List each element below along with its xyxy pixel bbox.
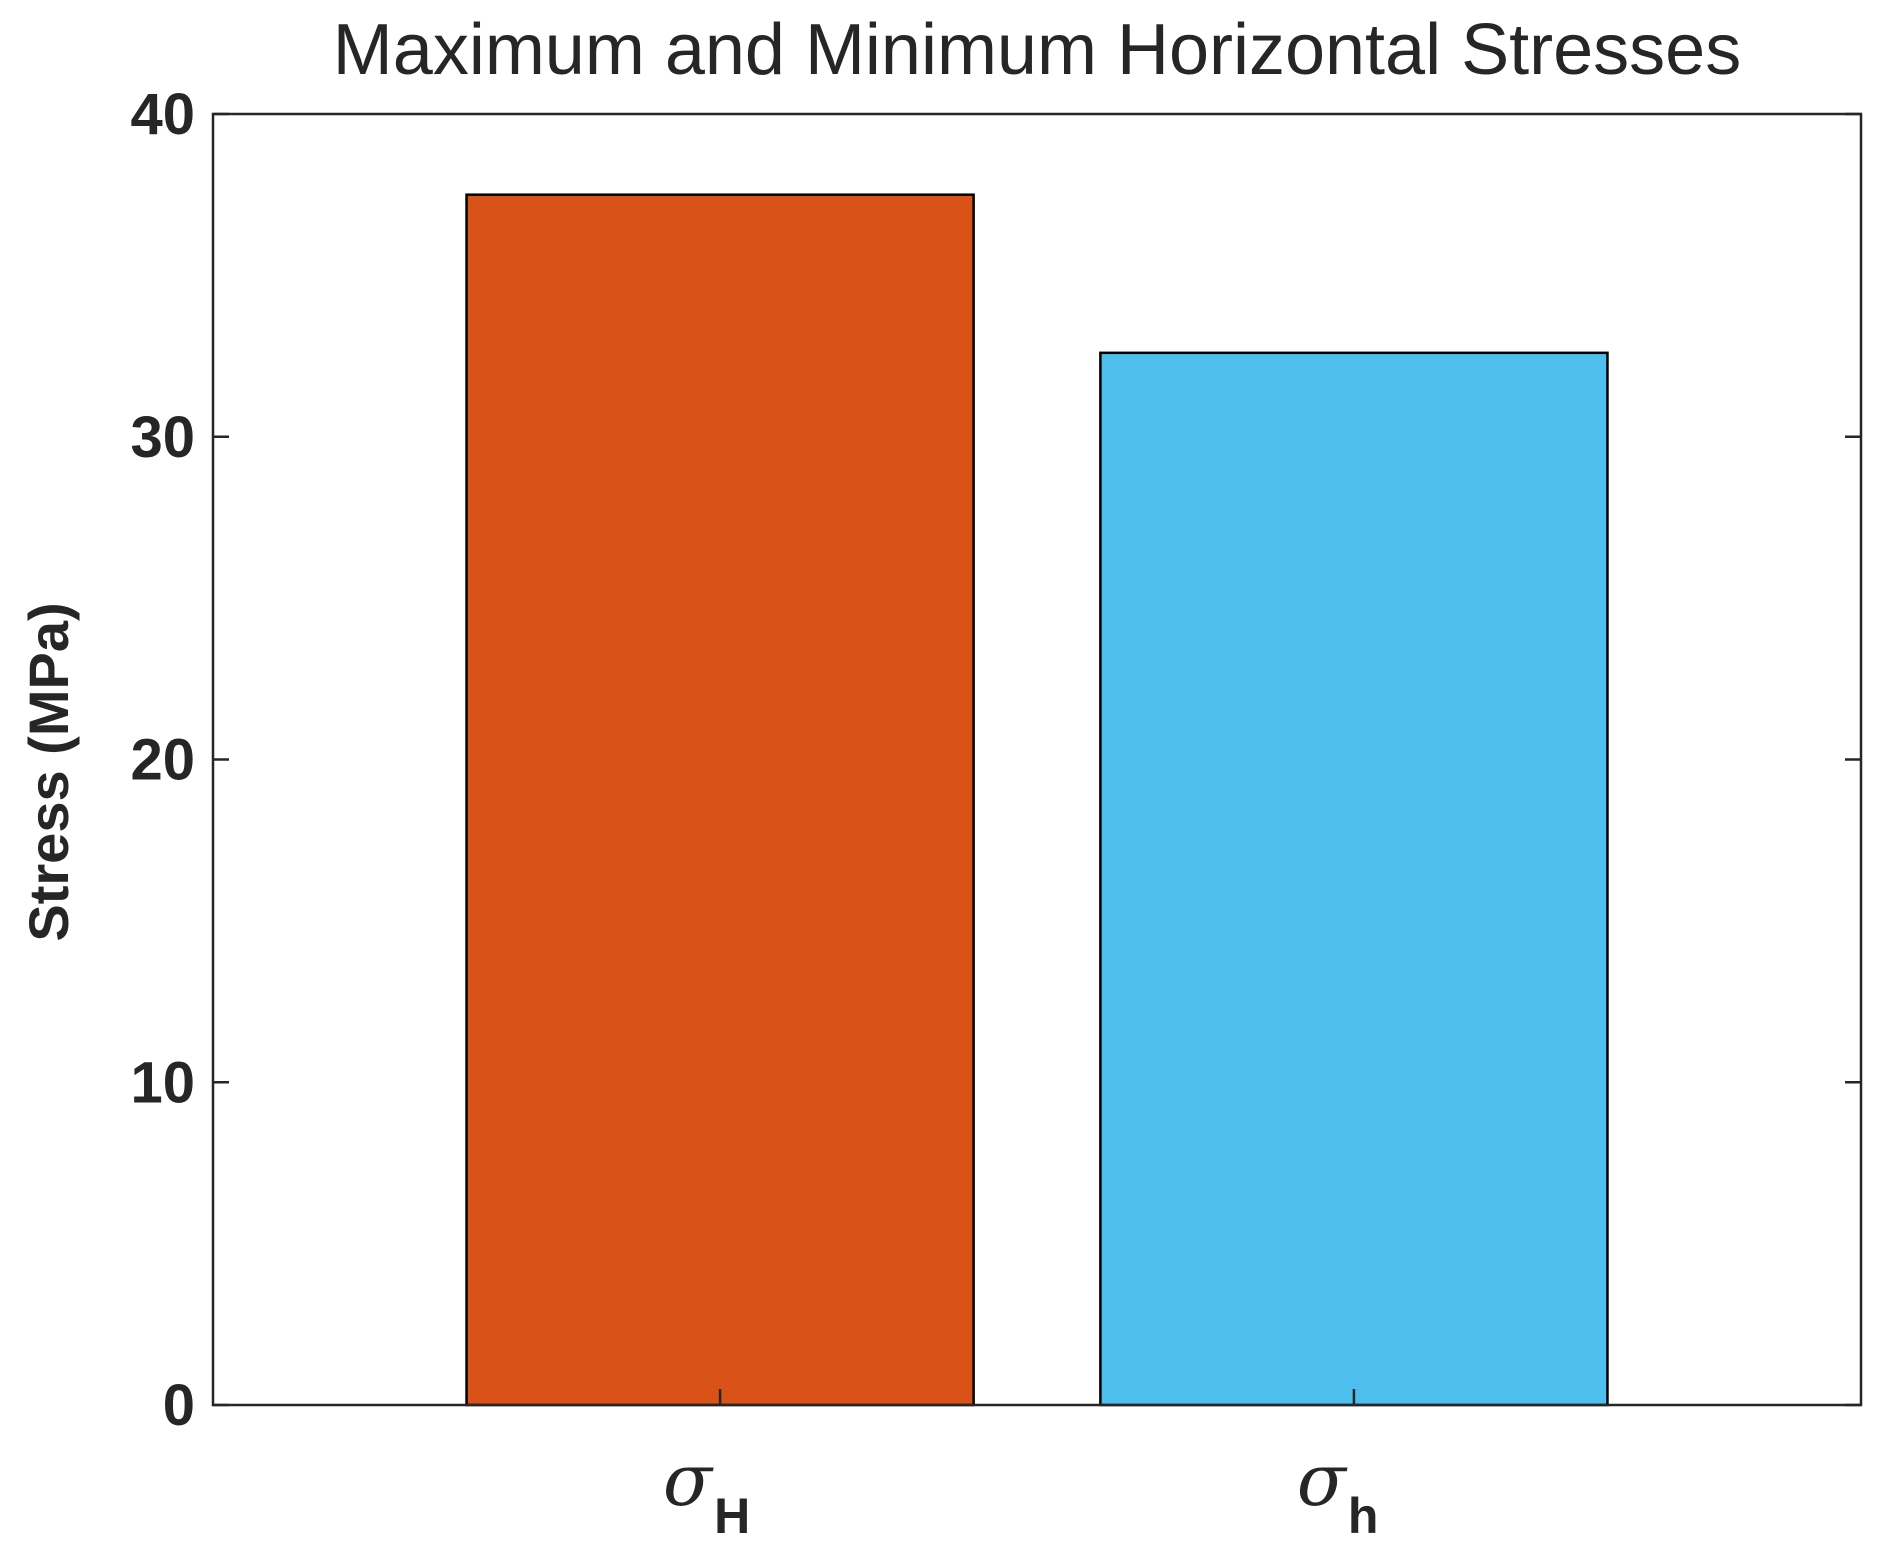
bars-layer [465, 193, 1609, 1407]
y-tick-label-0: 0 [163, 1373, 195, 1438]
y-axis-label: Stress (MPa) [17, 602, 80, 941]
bar-1 [465, 193, 975, 1407]
x-tick-subscript-2: h [1348, 1488, 1379, 1544]
y-tick-label-3: 30 [130, 405, 195, 470]
y-tick-label-4: 40 [130, 82, 195, 147]
x-tick-symbol-1: σ [663, 1438, 714, 1522]
x-tick-subscript-1: H [714, 1488, 750, 1544]
y-tick-label-1: 10 [130, 1050, 195, 1115]
chart-title: Maximum and Minimum Horizontal Stresses [333, 10, 1741, 90]
x-tick-symbol-2: σ [1297, 1438, 1348, 1522]
bar-2 [1099, 351, 1609, 1407]
y-tick-label-2: 20 [130, 728, 195, 793]
